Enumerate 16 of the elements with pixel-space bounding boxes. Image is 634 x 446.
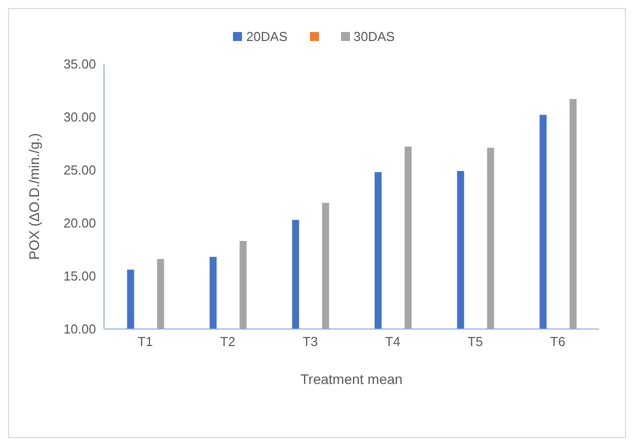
y-tick-label: 35.00 [63, 56, 96, 72]
y-tick-label: 20.00 [63, 216, 96, 231]
y-axis-title: POX (ΔO.D./min./g.) [26, 133, 42, 260]
y-tick-label: 10.00 [63, 322, 96, 337]
x-tick-label: T1 [138, 334, 153, 350]
x-tick-label: T6 [550, 334, 566, 350]
x-tick-label: T4 [385, 334, 400, 350]
legend-label: 30DAS [352, 29, 395, 44]
x-tick-label: T3 [302, 334, 318, 350]
legend-label: 20DAS [245, 29, 288, 44]
y-tick-label: 25.00 [63, 162, 96, 178]
x-tick-label: T5 [468, 334, 483, 350]
y-tick-label: 30.00 [63, 110, 96, 125]
x-axis-title: Treatment mean [300, 371, 403, 387]
y-tick-label: 15.00 [63, 268, 96, 284]
x-tick-label: T2 [220, 334, 236, 350]
